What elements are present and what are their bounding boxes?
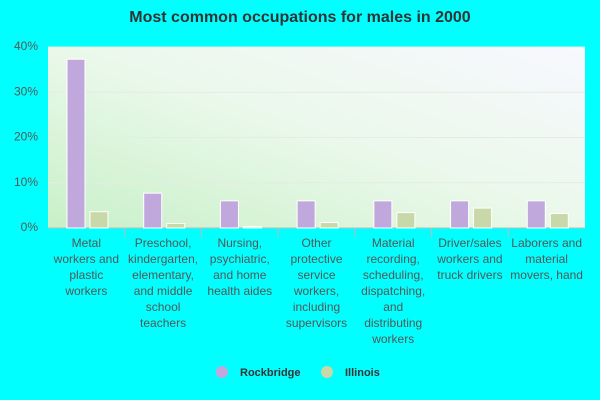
legend-label: Illinois bbox=[345, 367, 380, 379]
y-tick-label: 20% bbox=[14, 130, 38, 144]
y-tick-label: 40% bbox=[14, 39, 38, 53]
y-tick-label: 10% bbox=[14, 175, 38, 189]
bar bbox=[549, 213, 569, 229]
x-tick-label: Material recording, scheduling, dispatch… bbox=[361, 236, 426, 346]
bar bbox=[450, 200, 470, 229]
x-tick-label: Nursing, psychiatric, and home health ai… bbox=[207, 236, 273, 298]
bar bbox=[89, 211, 109, 229]
bar bbox=[373, 200, 393, 229]
y-tick-label: 30% bbox=[14, 84, 38, 98]
x-tick-label: Laborers and material movers, hand bbox=[510, 236, 583, 282]
bar bbox=[166, 222, 186, 229]
bar bbox=[473, 207, 493, 229]
x-tick-label: Preschool, kindergarten, elementary, and… bbox=[128, 236, 199, 330]
bar bbox=[396, 212, 416, 229]
x-tick-label: Driver/sales workers and truck drivers bbox=[437, 236, 503, 282]
x-tick-label: Other protective service workers, includ… bbox=[285, 236, 348, 330]
bar bbox=[526, 200, 546, 229]
bar bbox=[242, 226, 262, 229]
bar bbox=[296, 200, 316, 229]
legend-label: Rockbridge bbox=[240, 367, 301, 379]
y-tick-label: 0% bbox=[21, 220, 39, 234]
legend-marker bbox=[321, 366, 333, 378]
bar bbox=[66, 58, 86, 229]
legend-marker bbox=[216, 366, 228, 378]
bar bbox=[319, 222, 339, 229]
bar bbox=[219, 200, 239, 229]
x-tick-label: Metal workers and plastic workers bbox=[53, 236, 120, 298]
bar bbox=[143, 192, 163, 229]
chart-title: Most common occupations for males in 200… bbox=[129, 9, 471, 26]
